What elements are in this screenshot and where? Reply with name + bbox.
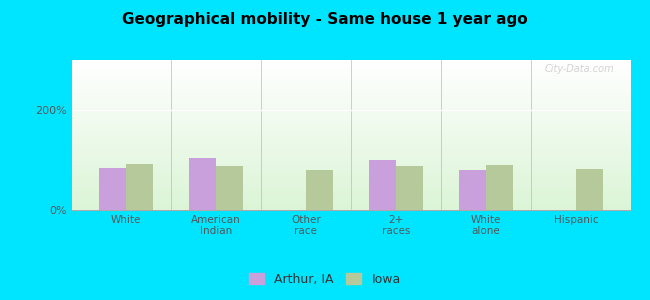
Bar [216, 166, 243, 210]
Bar [459, 170, 486, 210]
Text: Geographical mobility - Same house 1 year ago: Geographical mobility - Same house 1 yea… [122, 12, 528, 27]
Bar [188, 158, 216, 210]
Legend: Arthur, IA, Iowa: Arthur, IA, Iowa [244, 268, 406, 291]
Bar [99, 167, 125, 210]
Bar [306, 170, 333, 210]
Bar [369, 160, 396, 210]
Bar [577, 169, 603, 210]
Bar [396, 166, 423, 210]
Text: City-Data.com: City-Data.com [544, 64, 614, 74]
Bar [125, 164, 153, 210]
Bar [486, 165, 514, 210]
